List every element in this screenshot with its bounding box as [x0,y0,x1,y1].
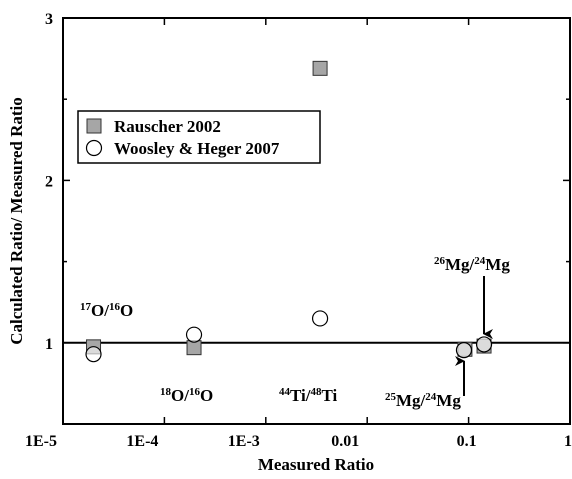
point [311,310,329,327]
x-tick-label: 1E-5 [25,433,57,450]
annotation-superscript: 16 [109,301,121,313]
legend-marker [86,118,102,134]
y-tick-label: 2 [45,173,53,190]
legend-marker [85,139,103,157]
annotation-text: O/ [91,301,109,320]
annotation-superscript: 17 [80,301,92,313]
annotation-text: Mg [436,391,461,410]
legend-label: Rauscher 2002 [114,117,221,136]
annotation-text: O [200,386,213,405]
annotation-text: Mg/ [445,255,475,274]
x-tick-label: 1E-4 [126,433,158,450]
annotation: 26Mg/24Mg [434,255,510,274]
y-tick-label: 1 [45,336,53,353]
annotation-text: O [120,301,133,320]
point [475,336,493,353]
y-axis-label: Calculated Ratio/ Measured Ratio [7,97,26,345]
annotation-text: Mg [485,255,510,274]
legend-box [77,110,321,164]
annotation-superscript: 24 [474,255,486,267]
annotation-text: Ti [321,386,337,405]
x-tick-label: 0.1 [457,433,477,450]
annotation-superscript: 44 [279,386,291,398]
x-axis-label: Measured Ratio [258,455,374,474]
annotation-superscript: 24 [425,391,437,403]
annotation-text: Mg/ [396,391,426,410]
point [312,60,328,76]
annotation: 18O/16O [160,386,213,405]
plot-frame [62,17,571,425]
annotation-superscript: 48 [310,386,322,398]
annotation-superscript: 16 [189,386,201,398]
legend-label: Woosley & Heger 2007 [114,139,280,158]
x-tick-label: 1E-3 [228,433,260,450]
annotation-text: O/ [171,386,189,405]
annotation: 17O/16O [80,301,133,320]
annotation-text: Ti/ [290,386,311,405]
x-tick-label: 0.01 [331,433,359,450]
point [185,326,203,343]
point [455,342,473,359]
annotation-superscript: 18 [160,386,172,398]
annotation-superscript: 25 [385,391,397,403]
annotation: 44Ti/48Ti [279,386,338,405]
y-tick-label: 3 [45,11,53,28]
x-tick-label: 1 [564,433,572,450]
point [85,346,102,363]
annotation: 25Mg/24Mg [385,391,461,410]
annotation-superscript: 26 [434,255,446,267]
